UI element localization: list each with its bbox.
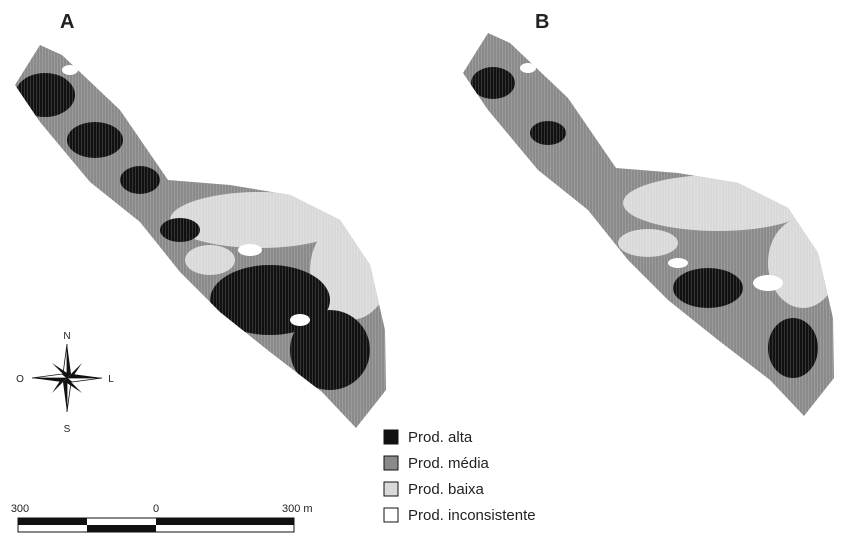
legend: Prod. alta Prod. média Prod. baixa Prod.… <box>384 429 536 524</box>
scale-label: 300 <box>11 503 29 515</box>
scale-label: 300 m <box>282 503 313 515</box>
scale-label: 0 <box>153 503 159 515</box>
panel-label: B <box>535 11 549 33</box>
legend-swatch <box>384 430 398 444</box>
legend-swatch <box>384 456 398 470</box>
compass-label: O <box>16 374 24 385</box>
compass-label: L <box>108 374 114 385</box>
legend-label: Prod. baixa <box>408 481 485 498</box>
legend-label: Prod. inconsistente <box>408 507 536 524</box>
compass-label: S <box>64 424 71 435</box>
legend-label: Prod. média <box>408 455 490 472</box>
legend-label: Prod. alta <box>408 429 473 446</box>
compass-label: N <box>63 331 70 342</box>
map-b <box>448 28 844 428</box>
legend-swatch <box>384 482 398 496</box>
legend-swatch <box>384 508 398 522</box>
compass: N S O L <box>16 331 114 435</box>
panel-label: A <box>60 11 74 33</box>
figure: A B N S O L Prod. alta Prod. média Prod.… <box>0 0 844 536</box>
scale-bar: 300 0 300 m <box>11 503 313 532</box>
